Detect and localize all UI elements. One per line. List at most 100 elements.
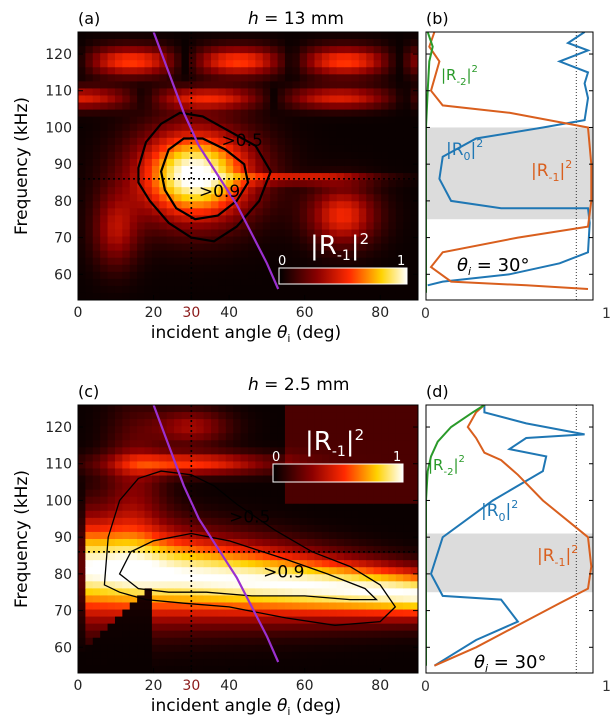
heatmap-cell bbox=[321, 503, 330, 512]
heatmap-cell bbox=[358, 482, 367, 491]
heatmap-cell bbox=[188, 271, 197, 280]
heatmap-cell bbox=[225, 595, 234, 604]
heatmap-cell bbox=[336, 405, 345, 413]
heatmap-cell bbox=[329, 180, 338, 188]
heatmap-cell bbox=[240, 637, 249, 646]
heatmap-cell bbox=[188, 531, 197, 540]
heatmap-cell bbox=[211, 468, 220, 477]
heatmap-cell bbox=[366, 137, 375, 146]
heatmap-cell bbox=[366, 665, 375, 673]
heatmap-cell bbox=[196, 285, 205, 294]
heatmap-cell bbox=[329, 250, 338, 259]
heatmap-cell bbox=[410, 194, 418, 202]
heatmap-cell bbox=[181, 166, 190, 174]
heatmap-cell bbox=[151, 503, 160, 512]
heatmap-cell bbox=[307, 637, 316, 646]
heatmap-cell bbox=[78, 531, 86, 540]
heatmap-cell bbox=[410, 116, 418, 125]
heatmap-cell bbox=[129, 208, 138, 216]
heatmap-cell bbox=[403, 581, 412, 589]
heatmap-cell bbox=[388, 581, 397, 589]
heatmap-cell bbox=[211, 609, 220, 618]
heatmap-cell bbox=[270, 285, 279, 294]
heatmap-cell bbox=[159, 292, 168, 300]
heatmap-cell bbox=[395, 144, 404, 153]
heatmap-cell bbox=[248, 292, 256, 300]
heatmap-cell bbox=[395, 53, 404, 61]
heatmap-cell bbox=[174, 475, 183, 484]
heatmap-cell bbox=[388, 102, 397, 111]
heatmap-cell bbox=[122, 637, 131, 646]
heatmap-cell bbox=[403, 539, 412, 547]
heatmap-cell bbox=[373, 201, 382, 209]
heatmap-cell bbox=[92, 123, 101, 132]
heatmap-cell bbox=[203, 616, 212, 625]
heatmap-cell bbox=[248, 665, 256, 673]
heatmap-cell bbox=[277, 412, 286, 420]
heatmap-cell bbox=[336, 201, 345, 209]
heatmap-cell bbox=[388, 88, 397, 97]
heatmap-cell bbox=[329, 285, 338, 294]
heatmap-cell bbox=[366, 194, 375, 202]
heatmap-cell bbox=[321, 166, 330, 174]
heatmap-cell bbox=[336, 46, 345, 54]
heatmap-cell bbox=[299, 144, 308, 153]
heatmap-cell bbox=[373, 595, 382, 604]
heatmap-cell bbox=[188, 637, 197, 646]
heatmap-cell bbox=[292, 510, 301, 519]
heatmap-cell bbox=[129, 74, 138, 82]
heatmap-cell bbox=[181, 609, 190, 618]
heatmap-cell bbox=[358, 539, 367, 547]
heatmap-cell bbox=[336, 616, 345, 625]
series-line bbox=[426, 32, 434, 293]
heatmap-cell bbox=[321, 440, 330, 448]
heatmap-cell bbox=[284, 208, 293, 216]
heatmap-cell bbox=[321, 489, 330, 498]
heatmap-cell bbox=[151, 46, 160, 54]
heatmap-cell bbox=[211, 574, 220, 582]
heatmap-cell bbox=[270, 166, 279, 174]
heatmap-cell bbox=[299, 88, 308, 97]
heatmap-cell bbox=[299, 222, 308, 231]
heatmap-cell bbox=[314, 194, 323, 202]
heatmap-cell bbox=[144, 609, 153, 618]
heatmap-cell bbox=[270, 88, 279, 97]
heatmap-cell bbox=[410, 292, 418, 300]
heatmap-cell bbox=[107, 32, 116, 40]
heatmap-cell bbox=[181, 137, 190, 146]
heatmap-cell bbox=[122, 158, 131, 167]
heatmap-cell bbox=[336, 658, 345, 667]
heatmap-cell bbox=[114, 151, 123, 160]
heatmap-cell bbox=[203, 102, 212, 111]
heatmap-cell bbox=[292, 158, 301, 167]
heatmap-cell bbox=[366, 426, 375, 434]
heatmap-cell bbox=[174, 503, 183, 512]
heatmap-cell bbox=[336, 531, 345, 540]
heatmap-cell bbox=[166, 95, 175, 104]
heatmap-cell bbox=[270, 137, 279, 146]
heatmap-cell bbox=[85, 419, 94, 427]
heatmap-cell bbox=[181, 257, 190, 266]
heatmap-cell bbox=[188, 46, 197, 54]
heatmap-cell bbox=[314, 116, 323, 125]
heatmap-cell bbox=[196, 560, 205, 568]
heatmap-cell bbox=[129, 426, 138, 434]
heatmap-cell bbox=[100, 510, 109, 519]
heatmap-cell bbox=[366, 292, 375, 300]
heatmap-cell bbox=[122, 144, 131, 153]
heatmap-cell bbox=[166, 433, 175, 441]
heatmap-cell bbox=[129, 510, 138, 519]
heatmap-cell bbox=[225, 194, 234, 202]
heatmap-cell bbox=[403, 447, 412, 455]
heatmap-cell bbox=[233, 236, 242, 245]
heatmap-cell bbox=[181, 503, 190, 512]
heatmap-cell bbox=[233, 567, 242, 575]
heatmap-cell bbox=[166, 560, 175, 568]
heatmap-cell bbox=[225, 67, 234, 75]
heatmap-cell bbox=[373, 510, 382, 519]
heatmap-cell bbox=[240, 630, 249, 639]
contour-inner bbox=[159, 137, 250, 221]
heatmap-cell bbox=[174, 144, 183, 153]
